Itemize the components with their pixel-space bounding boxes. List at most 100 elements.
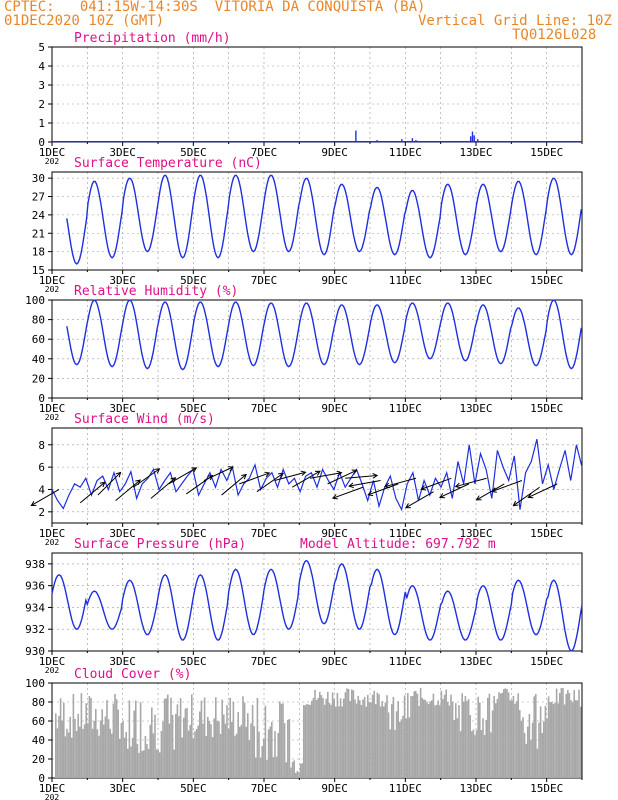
cloud-bar [248,739,251,778]
cloud-bar [101,709,103,778]
cloud-bar [311,700,313,778]
cloud-bar [111,733,113,778]
y-tick-label: 100 [25,294,45,307]
cloud-bar [504,688,507,778]
cloud-bar [333,699,335,778]
cloud-bar [317,697,319,778]
x-tick-year-fragment: 202 [45,413,60,422]
panel-frame [51,46,583,143]
cloud-bar [211,737,214,778]
x-tick-label: 15DEC [530,402,563,415]
cloud-bar [384,702,387,778]
x-tick-label: 7DEC [251,402,278,415]
cloud-bar [159,752,161,778]
cloud-bar [327,691,329,778]
cloud-bar [259,757,262,778]
cloud-bar [578,689,580,778]
cloud-bar [568,693,571,778]
cloud-bar [474,735,476,778]
cloud-bar [218,721,220,778]
cloud-bar [343,698,345,778]
y-tick-label: 1 [38,117,45,130]
cloud-bar [82,728,84,778]
cloud-bar [245,726,247,778]
header-line1: CPTEC: 041:15W-14:30S VITORIA DA CONQUIS… [4,0,426,15]
cloud-bar [314,689,316,778]
model-altitude-label: Model Altitude: 697.792 m [300,537,496,552]
cloud-bar [506,689,508,778]
cloud-bar [426,702,428,778]
cloud-bar [555,688,558,778]
cloud-bar [106,700,108,778]
cloud-bar [562,688,564,778]
cloud-bar [251,704,254,778]
cloud-bar [144,735,147,778]
cloud-bar [575,700,577,778]
cloud-bar [293,760,295,778]
cloud-bar [509,700,511,778]
x-tick-year-fragment: 202 [45,538,60,547]
cloud-bar [341,706,343,778]
y-tick-label: 80 [32,314,45,327]
cloud-bar [370,702,372,778]
cloud-bar [453,720,455,778]
cloud-bar [223,714,225,778]
x-tick-label: 9DEC [321,274,348,287]
cloud-bar [115,699,118,778]
cloud-bar [304,705,307,778]
wind-arrow-head [454,482,461,489]
wind-speed-line [51,439,583,512]
cloud-bar [307,704,310,778]
cloud-bar [74,718,76,778]
x-tick-label: 5DEC [180,146,207,159]
cloud-bar [445,689,447,778]
y-tick-label: 936 [25,580,45,593]
cloud-bar [75,731,78,778]
cloud-bar [291,761,294,778]
cloud-bar [491,710,494,778]
y-tick-label: 2 [38,98,45,111]
cloud-bar [119,738,121,778]
cloud-bar [107,719,110,778]
y-tick-label: 0 [38,392,45,405]
cloud-bar [66,728,68,778]
x-tick-label: 7DEC [251,146,278,159]
y-tick-label: 80 [32,696,45,709]
x-tick-label: 11DEC [389,274,422,287]
cloud-bar [499,693,502,778]
x-tick-label: 13DEC [459,527,492,540]
wind-arrow [332,486,364,499]
wind-arrow-head [420,485,427,491]
wind-arrow [97,472,121,496]
cloud-bar [299,763,302,778]
cloud-bar [533,696,535,778]
wind-arrow-head [227,466,234,472]
cloud-bar [363,696,366,778]
cloud-bar [306,703,308,778]
run-code: TQ0126L028 [512,27,597,43]
cloud-bar [263,738,265,778]
cloud-bar [338,706,340,778]
y-tick-label: 3 [38,79,45,92]
cloud-bar [103,724,105,778]
cloud-bar [413,691,415,778]
cloud-bar [466,701,468,778]
wind-arrow [256,472,284,493]
cloud-bar [501,692,503,778]
wind-arrow-head [438,493,445,499]
cloud-bar [485,720,487,778]
cloud-bar [56,728,59,778]
cloud-bar [275,756,278,778]
cloud-bar [536,748,539,778]
x-tick-label: 11DEC [389,146,422,159]
x-tick-label: 5DEC [180,402,207,415]
x-tick-label: 5DEC [180,782,207,795]
x-tick-label: 13DEC [459,655,492,668]
panel-title: Relative Humidity (%) [74,284,238,299]
x-tick-label: 11DEC [389,655,422,668]
cloud-bar [114,694,116,778]
y-tick-label: 60 [32,715,45,728]
y-tick-label: 938 [25,558,45,571]
cloud-bar [378,694,380,778]
wind-arrow [132,468,160,488]
